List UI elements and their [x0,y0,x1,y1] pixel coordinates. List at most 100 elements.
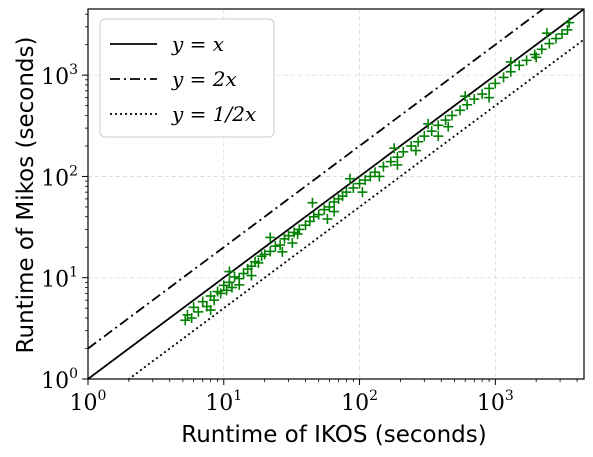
data-point [193,306,204,317]
data-point [292,229,303,240]
y-tick-label: 100 [41,366,78,394]
data-point [234,279,245,290]
data-point [440,115,451,126]
data-point [498,72,509,83]
data-point [215,288,226,299]
data-point [484,83,495,94]
data-point [374,171,385,182]
data-point [186,313,197,324]
data-point [365,171,376,182]
data-point [557,28,568,39]
data-point [477,89,488,100]
data-point [324,201,335,212]
data-point [443,121,454,132]
data-point [521,55,532,66]
data-point [505,66,516,77]
data-point [385,156,396,167]
data-point [462,99,473,110]
data-point [224,277,235,288]
data-point [389,143,400,154]
data-point [348,182,359,193]
data-points [180,17,575,326]
y-tick-label: 102 [41,163,78,191]
data-point [307,197,318,208]
data-point [413,136,424,147]
data-point [313,209,324,220]
data-point [562,24,573,35]
y-tick-label: 103 [41,62,78,90]
data-point [277,246,288,257]
data-point [490,78,501,89]
data-point [531,52,542,63]
data-point [259,249,270,260]
x-tick-label: 103 [477,388,514,416]
data-point [221,285,232,296]
data-point [392,159,403,170]
data-point [253,257,264,268]
data-point [564,17,575,28]
x-tick-label: 100 [70,388,107,416]
data-point [460,91,471,102]
data-point [344,173,355,184]
data-point [329,206,340,217]
reference-line-1 [88,9,584,379]
ticks: 100 101 102 103 100 101 102 103 [41,13,578,416]
data-point [322,213,333,224]
data-point [514,60,525,71]
data-point [354,178,365,189]
data-point [398,146,409,157]
data-point [536,44,547,55]
data-point [469,94,480,105]
reference-lines [88,9,584,379]
data-point [188,302,199,313]
data-point [224,266,235,277]
y-axis-label: Runtime of Mikos (seconds) [13,37,39,354]
data-point [484,92,495,103]
data-point [455,105,466,116]
legend-box [99,18,275,138]
data-point [419,131,430,142]
data-point [433,120,444,131]
reference-line-3 [127,38,584,379]
data-point [378,161,389,172]
data-point [406,140,417,151]
legend-label: y = x [171,32,224,56]
data-point [270,241,281,252]
data-point [180,315,191,326]
data-point [410,145,421,156]
legend-label: y = 1/2x [171,102,256,126]
data-point [541,28,552,39]
x-tick-label: 102 [341,388,378,416]
data-point [447,110,458,121]
legend-label: y = 2x [171,67,237,91]
data-point [294,224,305,235]
reference-line-2 [88,9,545,350]
data-point [360,175,371,186]
data-point [370,167,381,178]
data-point [357,187,368,198]
x-tick-label: 101 [205,388,242,416]
data-point [265,232,276,243]
data-point [423,118,434,129]
data-point [227,282,238,293]
data-point [209,295,220,306]
data-point [246,270,257,281]
data-point [205,305,216,316]
y-tick-label: 101 [41,265,78,293]
data-point [544,38,555,49]
data-point [433,131,444,142]
data-point [319,204,330,215]
data-point [426,126,437,137]
data-point [229,271,240,282]
legend: y = x y = 2x y = 1/2x [99,18,275,138]
data-point [308,211,319,222]
data-point [505,56,516,67]
data-point [265,246,276,257]
data-point [275,240,286,251]
x-axis-label: Runtime of IKOS (seconds) [181,422,486,448]
data-point [283,230,294,241]
data-point [341,187,352,198]
plot-frame [87,8,585,380]
data-point [551,33,562,44]
